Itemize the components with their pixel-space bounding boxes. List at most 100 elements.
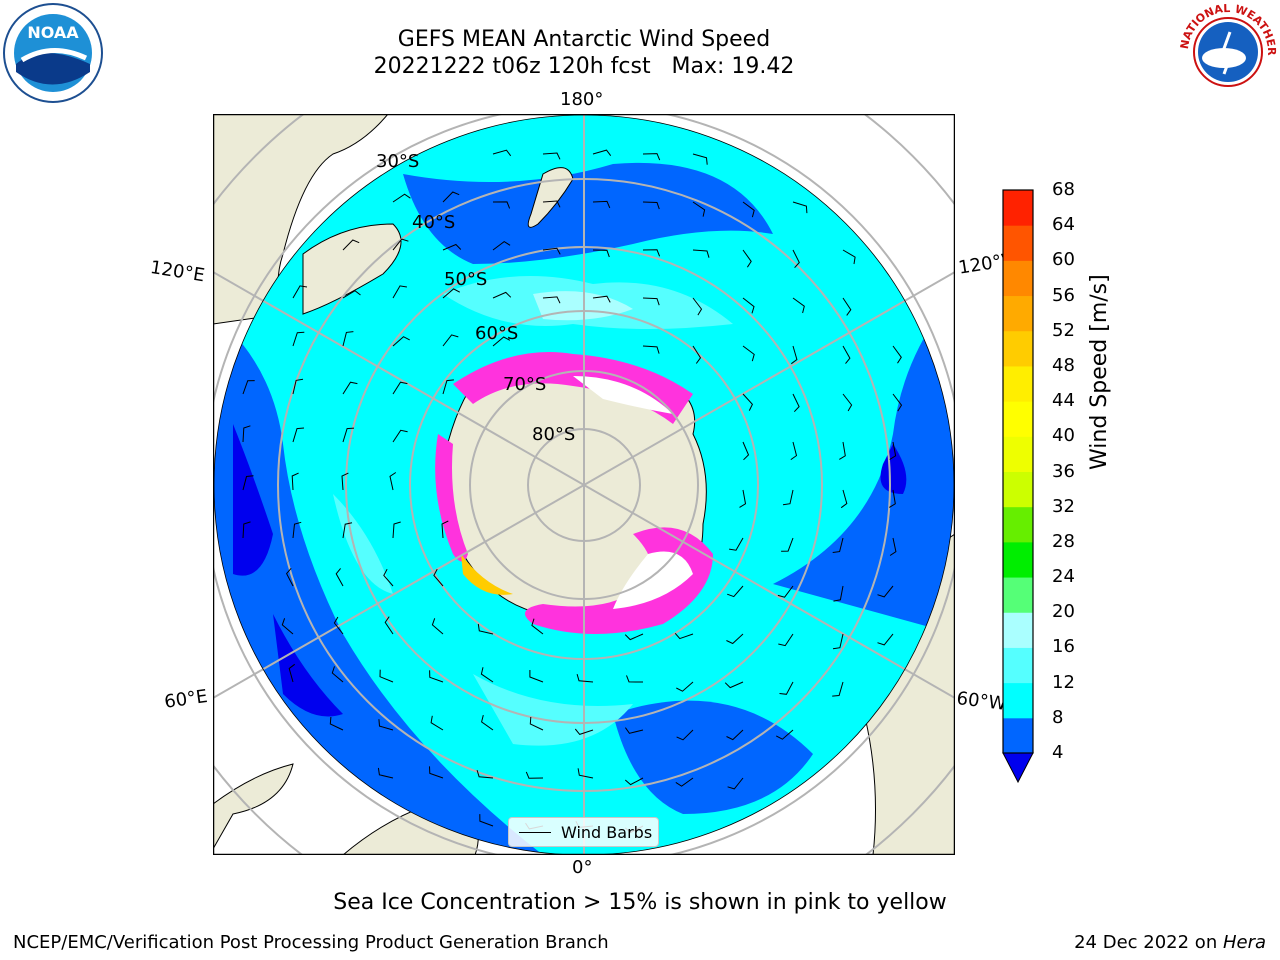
wind-barb: [676, 729, 694, 741]
legend-label: Wind Barbs: [561, 823, 653, 842]
colorbar-tick-label: 8: [1052, 706, 1064, 728]
wind-barb: [692, 297, 703, 316]
legend-line-swatch: [519, 832, 551, 833]
wind-barb: [383, 568, 394, 587]
wind-barb: [777, 585, 794, 598]
colorbar-label: Wind Speed [m/s]: [1087, 274, 1112, 470]
wind-barb: [442, 288, 461, 299]
colorbar: [1002, 189, 1034, 784]
wind-barb: [727, 777, 744, 790]
map-frame: [213, 114, 955, 855]
wind-barb: [781, 537, 794, 552]
wind-barb: [492, 336, 511, 347]
colorbar-cell: [1003, 225, 1033, 261]
wind-barb: [242, 380, 255, 395]
wind-barb: [842, 249, 856, 265]
colorbar-cell: [1003, 612, 1033, 648]
lat-label-50s: 50°S: [444, 269, 488, 290]
colorbar-cell: [1003, 471, 1033, 508]
wind-barb: [492, 201, 511, 209]
nws-logo: NATIONAL WEATHER SERVICE: [1178, 2, 1278, 100]
colorbar-cell: [1003, 260, 1033, 297]
wind-barb: [877, 633, 894, 646]
wind-barb: [775, 729, 794, 740]
wind-barb: [542, 247, 561, 255]
wind-barb: [342, 381, 358, 395]
colorbar-tick-label: 28: [1052, 530, 1075, 552]
wind-barb: [692, 201, 706, 217]
wind-barb: [624, 727, 644, 734]
wind-barb: [790, 441, 798, 461]
wind-barb: [791, 345, 798, 365]
colorbar-cell: [1003, 401, 1033, 437]
wind-barb: [778, 633, 794, 647]
wind-barb: [378, 719, 394, 731]
wind-barb: [292, 285, 308, 299]
wind-barb: [842, 393, 853, 412]
colorbar-cell: [1003, 541, 1033, 578]
wind-barb: [642, 297, 660, 306]
lon-label-180: 180°: [560, 89, 604, 110]
colorbar-tick-label: 24: [1052, 566, 1075, 588]
wind-barb: [840, 489, 848, 509]
colorbar-cell: [1003, 647, 1033, 684]
wind-barb: [739, 489, 747, 508]
wind-barb: [492, 149, 512, 157]
wind-barb: [675, 777, 694, 787]
wind-barb: [727, 585, 744, 598]
wind-barb: [392, 381, 408, 395]
wind-barb: [442, 334, 459, 347]
wind-barb: [624, 633, 644, 641]
wind-barb: [292, 427, 305, 443]
wind-barb: [626, 675, 644, 683]
wind-barb: [724, 681, 744, 689]
wind-barb: [242, 425, 251, 443]
wind-barb: [377, 767, 394, 779]
colorbar-tick-label: 68: [1052, 179, 1075, 200]
wind-barb: [335, 568, 344, 587]
colorbar-tick-label: 44: [1052, 390, 1075, 412]
wind-barb: [525, 771, 544, 779]
colorbar-tick-label: 4: [1052, 742, 1064, 763]
wind-barb: [592, 200, 611, 209]
wind-barb: [642, 345, 660, 354]
wind-barb: [742, 297, 755, 314]
colorbar-tick-label: 16: [1052, 636, 1075, 658]
wind-barb: [742, 201, 755, 218]
colorbar-tick-label: 12: [1052, 671, 1075, 693]
wind-barb: [531, 618, 544, 635]
wind-barb: [481, 714, 494, 731]
wind-barb: [832, 537, 844, 553]
footer-machine: Hera: [1222, 932, 1266, 953]
wind-barb: [476, 769, 494, 779]
wind-barb: [431, 618, 444, 635]
footer-date: 24 Dec 2022 on: [1074, 932, 1223, 953]
lon-label-60e: 60°E: [163, 685, 209, 713]
lat-label-80s: 80°S: [532, 424, 576, 445]
wind-barb: [379, 669, 394, 683]
wind-barb: [642, 249, 661, 257]
colorbar-outline: [1002, 189, 1034, 754]
wind-barb: [892, 345, 902, 364]
wind-barb: [642, 201, 660, 210]
wind-barb: [889, 537, 897, 556]
wind-barb: [492, 291, 512, 299]
caption: Sea Ice Concentration > 15% is shown in …: [333, 890, 947, 915]
wind-barb: [842, 297, 852, 316]
wind-barb: [642, 153, 661, 161]
wind-barb: [529, 716, 544, 731]
wind-barb: [477, 623, 494, 635]
wind-barb: [889, 489, 896, 508]
wind-barb: [592, 249, 610, 258]
wind-barb: [429, 670, 444, 683]
colorbar-cell: [1003, 190, 1033, 226]
wind-barb: [292, 378, 304, 395]
wind-barb: [782, 489, 794, 506]
colorbar-tick-label: 36: [1052, 460, 1075, 482]
wind-barb: [892, 393, 903, 412]
colorbar-cell: [1003, 577, 1033, 613]
polar-map: [213, 114, 955, 855]
wind-barb: [242, 521, 251, 539]
wind-barb: [542, 200, 561, 208]
wind-barb: [389, 472, 397, 491]
